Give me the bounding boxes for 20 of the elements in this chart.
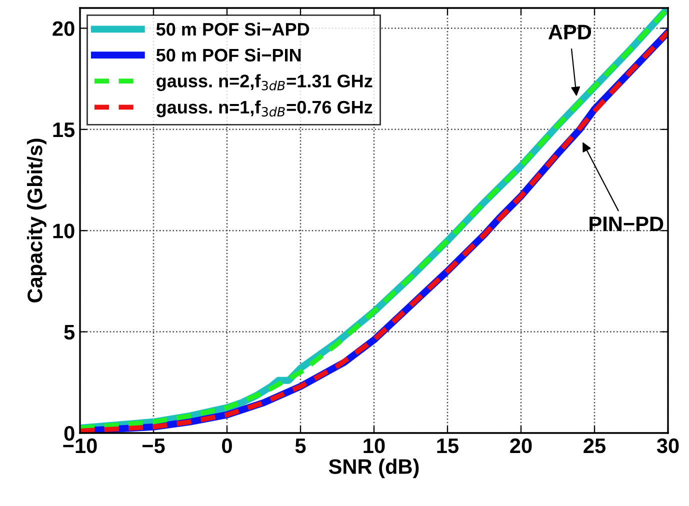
y-axis-title: Capacity (Gbit/s) xyxy=(26,138,46,302)
annotation: APD xyxy=(548,24,592,40)
legend-label: gauss. n=1,f$_{3dB}$=0.76 GHz xyxy=(156,100,372,118)
y-tick-label: 15 xyxy=(53,122,75,138)
legend-label: gauss. n=2,f$_{3dB}$=1.31 GHz xyxy=(156,74,372,92)
x-tick-label: 10 xyxy=(364,438,385,454)
y-tick-label: 5 xyxy=(64,325,75,340)
x-tick-label: 30 xyxy=(656,438,679,454)
legend-label: 50 m POF Si−APD xyxy=(156,22,310,36)
x-tick-label: 20 xyxy=(510,438,532,454)
x-tick-label: 15 xyxy=(437,438,459,454)
x-tick-label: 5 xyxy=(295,438,306,454)
x-tick-label: −5 xyxy=(142,438,165,454)
y-tick-label: 20 xyxy=(52,21,74,36)
annotation: PIN−PD xyxy=(590,216,664,232)
x-axis-title: SNR (dB) xyxy=(328,458,419,478)
x-tick-label: 25 xyxy=(584,438,606,454)
x-tick-label: 0 xyxy=(222,438,232,454)
y-tick-label: 10 xyxy=(53,224,74,238)
legend-label: 50 m POF Si−PIN xyxy=(156,48,301,62)
